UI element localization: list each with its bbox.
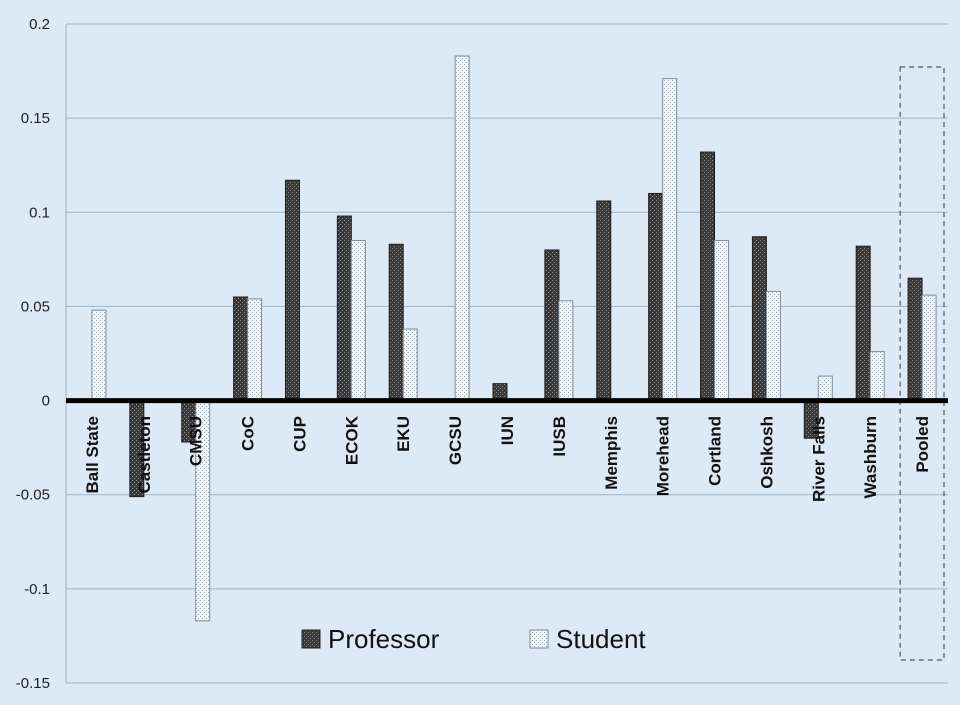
bar-student — [662, 78, 678, 402]
category-label: Oshkosh — [757, 416, 776, 489]
category-label: River Falls — [809, 416, 828, 502]
category-label: ECOK — [342, 415, 361, 465]
bar-professor — [336, 215, 352, 402]
bar-professor — [596, 200, 612, 402]
legend-swatch-professor — [301, 629, 321, 649]
bar-professor — [907, 277, 923, 402]
category-label: Castleton — [135, 416, 154, 493]
highlight-box — [899, 66, 945, 661]
bar-student — [91, 309, 107, 402]
category-label: Morehead — [654, 416, 673, 496]
category-label: Washburn — [861, 416, 880, 498]
bar-professor — [284, 179, 300, 402]
category-label: IUN — [498, 416, 517, 445]
category-label: Ball State — [83, 416, 102, 493]
bar-student — [869, 351, 885, 402]
bar-professor — [700, 151, 716, 402]
y-tick-label: -0.1 — [24, 581, 50, 598]
legend-swatch-student — [529, 629, 549, 649]
bar-professor — [751, 236, 767, 402]
category-label: CMSU — [187, 416, 206, 466]
category-label: Cortland — [706, 416, 725, 486]
legend-label-professor: Professor — [328, 624, 440, 654]
category-label: Memphis — [602, 416, 621, 490]
bar-student — [454, 55, 470, 402]
y-tick-label: 0.15 — [21, 110, 50, 127]
legend-label-student: Student — [556, 624, 646, 654]
bar-student — [558, 300, 574, 402]
category-label: IUSB — [550, 416, 569, 457]
bar-professor — [855, 245, 871, 402]
y-tick-label: 0.05 — [21, 298, 50, 315]
y-tick-label: 0.2 — [29, 16, 50, 33]
bars — [91, 55, 937, 622]
bar-student — [402, 328, 418, 402]
category-label: EKU — [394, 416, 413, 452]
category-labels: Ball State Castleton CMSU CoC CUP ECOK EKU GCSU… — [83, 415, 932, 502]
bar-student — [765, 290, 781, 402]
bar-professor — [544, 249, 560, 402]
category-label: CUP — [290, 416, 309, 452]
y-axis: 0.2 0.15 0.1 0.05 0 -0.05 -0.1 -0.15 — [16, 16, 67, 692]
bar-professor — [648, 192, 664, 402]
bar-student — [714, 240, 730, 402]
category-label: CoC — [239, 416, 258, 451]
y-tick-label: -0.05 — [16, 487, 50, 504]
bar-student — [921, 294, 937, 402]
legend: Professor Student — [301, 624, 646, 654]
y-tick-label: 0 — [42, 393, 50, 410]
category-label: GCSU — [446, 416, 465, 465]
bar-professor — [233, 296, 249, 402]
pooled-highlight-box — [899, 66, 945, 661]
y-tick-label: -0.15 — [16, 675, 50, 692]
bar-student — [247, 298, 263, 402]
bar-professor — [388, 243, 404, 402]
bar-professor — [492, 383, 508, 402]
y-tick-label: 0.1 — [29, 204, 50, 221]
category-label: Pooled — [913, 416, 932, 473]
bar-student — [350, 240, 366, 402]
bar-student — [817, 375, 833, 402]
